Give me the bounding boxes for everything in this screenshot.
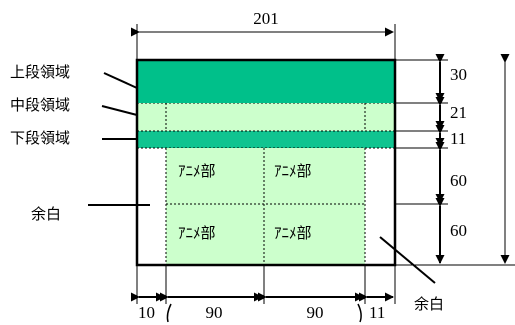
anime-cell-3: ｱﾆﾒ部 xyxy=(178,224,216,242)
label-lower: 下段領域 xyxy=(10,129,70,147)
lower-band xyxy=(137,131,395,148)
height-lower: 11 xyxy=(450,129,466,148)
col1-value: 90 xyxy=(206,303,223,322)
bottom-dimensions: 10 90 90 11 xyxy=(131,265,396,323)
label-margin-left: 余白 xyxy=(31,205,61,223)
width-dimension: 201 xyxy=(131,9,396,60)
anime-grid: ｱﾆﾒ部 ｱﾆﾒ部 ｱﾆﾒ部 ｱﾆﾒ部 xyxy=(165,148,366,265)
anime-cell-2: ｱﾆﾒ部 xyxy=(274,162,312,180)
label-margin-bottom-right: 余白 xyxy=(414,295,444,313)
height-dimensions: 30 21 11 60 60 xyxy=(395,54,515,266)
height-row1: 60 xyxy=(450,171,467,190)
margin-left-value: 10 xyxy=(138,303,155,322)
left-labels: 上段領域 中段領域 下段領域 余白 xyxy=(10,63,150,223)
label-middle: 中段領域 xyxy=(10,96,70,114)
total-width-value: 201 xyxy=(253,9,279,28)
screen-frame xyxy=(135,58,397,267)
label-upper: 上段領域 xyxy=(10,63,70,81)
bottom-right-label: 余白 xyxy=(379,236,444,313)
middle-band xyxy=(137,103,395,131)
anime-cell-4: ｱﾆﾒ部 xyxy=(274,224,312,242)
height-middle: 21 xyxy=(450,103,467,122)
anime-cell-1: ｱﾆﾒ部 xyxy=(178,162,216,180)
upper-band xyxy=(137,60,395,103)
col2-value: 90 xyxy=(307,303,324,322)
height-upper: 30 xyxy=(450,65,467,84)
margin-right-value: 11 xyxy=(369,303,385,322)
height-row2: 60 xyxy=(450,221,467,240)
